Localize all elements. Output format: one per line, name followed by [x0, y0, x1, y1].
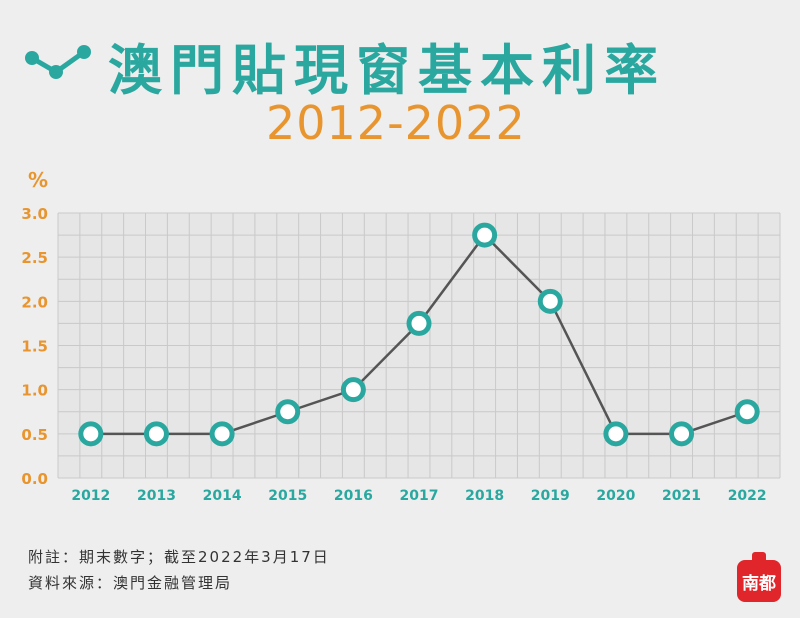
x-tick-label: 2019	[531, 488, 570, 504]
data-point	[143, 421, 169, 447]
data-point	[537, 288, 563, 314]
y-tick-label: 3.0	[21, 205, 48, 223]
y-tick-label: 0.0	[21, 470, 48, 488]
x-tick-label: 2020	[596, 488, 635, 504]
x-tick-label: 2022	[728, 488, 767, 504]
footnote-source: 資料來源：澳門金融管理局	[28, 574, 233, 592]
x-tick-label: 2013	[137, 488, 176, 504]
x-tick-label: 2014	[203, 488, 242, 504]
x-tick-label: 2015	[268, 488, 307, 504]
data-point	[734, 399, 760, 425]
x-tick-label: 2018	[465, 488, 504, 504]
y-tick-label: 1.0	[21, 382, 48, 400]
data-point	[406, 310, 432, 336]
line-chart: 0.0 0.5 1.0 1.5 2.0 2.5 3.0 2012 2013 2014 2015 201…	[21, 205, 781, 504]
data-point	[78, 421, 104, 447]
data-point	[209, 421, 235, 447]
data-point	[340, 377, 366, 403]
y-axis-unit: %	[28, 168, 49, 192]
badge-tab	[752, 552, 766, 562]
y-tick-label: 2.0	[21, 293, 48, 311]
y-tick-label: 2.5	[21, 249, 48, 267]
x-tick-label: 2021	[662, 488, 701, 504]
x-tick-label: 2017	[400, 488, 439, 504]
chart-subtitle: 2012-2022	[266, 96, 526, 150]
y-tick-label: 0.5	[21, 426, 48, 444]
chart-title: 澳門貼現窗基本利率	[108, 39, 666, 102]
source-badge: 南都	[737, 560, 781, 602]
data-point	[275, 399, 301, 425]
x-tick-label: 2016	[334, 488, 373, 504]
data-point	[603, 421, 629, 447]
header: 澳門貼現窗基本利率 2012-2022	[0, 0, 800, 160]
line-chart-logo-icon	[25, 45, 91, 79]
footnotes: 附註：期末數字；截至2022年3月17日 資料來源：澳門金融管理局	[28, 544, 330, 596]
footnote-note: 附註：期末數字；截至2022年3月17日	[28, 548, 330, 566]
y-tick-label: 1.5	[21, 338, 48, 356]
data-point	[472, 222, 498, 248]
data-point	[669, 421, 695, 447]
x-tick-label: 2012	[71, 488, 110, 504]
